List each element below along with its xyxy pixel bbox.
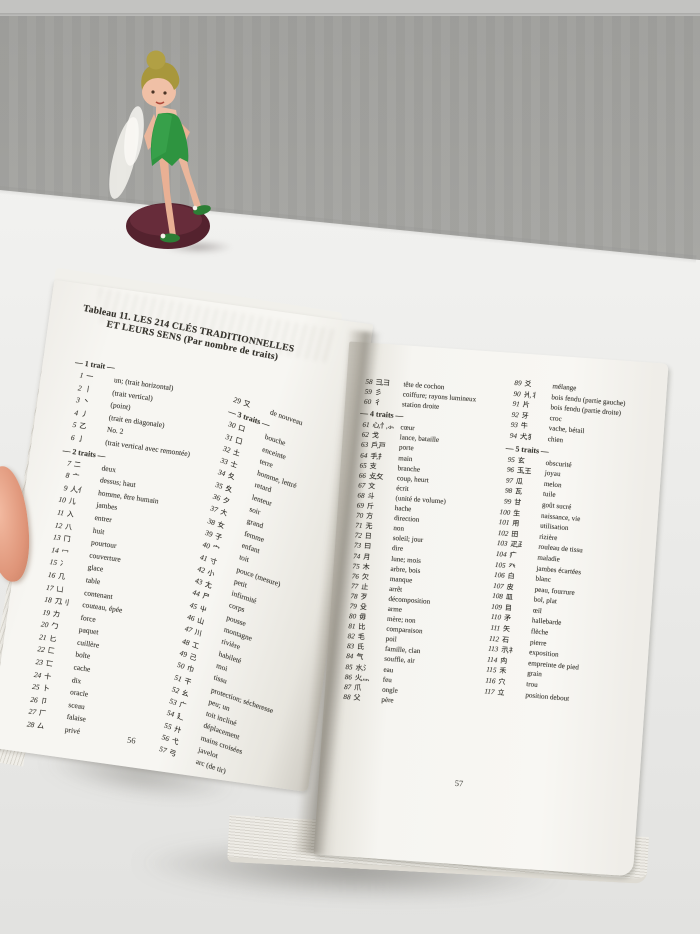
- right-shoe-pom: [192, 205, 198, 211]
- figurine-right-leg: [176, 148, 202, 212]
- left-shoe-pom: [160, 233, 166, 239]
- wall-top-strip: [0, 0, 700, 13]
- radical-character: 立: [497, 688, 504, 697]
- figurine-eye-right: [163, 91, 167, 95]
- radical-number: 6: [70, 432, 76, 443]
- radical-character: 厶: [36, 721, 44, 731]
- tinkerbell-figurine: [96, 40, 216, 252]
- left-page-number: 56: [126, 734, 137, 746]
- figurine-right-shoe: [193, 205, 211, 215]
- figurine-mouth: [155, 101, 165, 105]
- figurine-face: [142, 77, 176, 107]
- figurine-left-leg: [159, 156, 176, 236]
- radical-character: 父: [353, 693, 360, 702]
- wall-seam-line: [0, 13, 700, 16]
- figurine-base-top: [130, 204, 202, 236]
- right-page-number: 57: [454, 777, 464, 789]
- radical-number: 117: [484, 687, 495, 696]
- figurine-dress-highlight: [151, 113, 172, 160]
- figurine-eye-left: [151, 90, 155, 94]
- figurine-hair-bun: [146, 50, 166, 70]
- radical-number: 28: [26, 719, 35, 730]
- tinkerbell-figurine-art: [109, 50, 211, 249]
- figurine-hair: [141, 62, 180, 90]
- right-page-column-2: 89 爻 mélange 90 爿, 丬 bois fendu (partie gauch…: [478, 377, 665, 710]
- wing-shape-upper: [124, 106, 144, 166]
- radical-number: 94: [509, 431, 518, 441]
